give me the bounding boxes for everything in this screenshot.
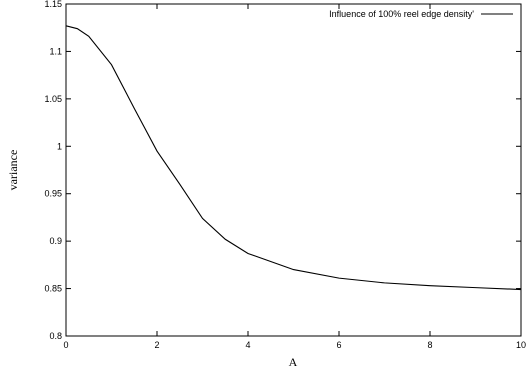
series-line <box>65 25 522 291</box>
x-tick-label: 8 <box>427 340 432 350</box>
y-tick-label: 1.05 <box>44 94 62 104</box>
y-tick-label: 1.1 <box>49 46 62 56</box>
y-tick-label: 0.8 <box>49 331 62 341</box>
y-axis-ticks: 0.8 0.85 0.9 0.95 1 1.05 1.1 1.15 <box>44 0 521 341</box>
plot-frame <box>65 3 522 337</box>
y-tick-label: 1.15 <box>44 0 62 9</box>
legend-entry-label: Influence of 100% reel edge density' <box>329 9 474 19</box>
y-tick-label: 0.9 <box>49 236 62 246</box>
y-tick-label: 0.95 <box>44 189 62 199</box>
x-tick-label: 6 <box>336 340 341 350</box>
y-axis-label: variance <box>6 150 20 191</box>
x-tick-label: 4 <box>245 340 250 350</box>
x-axis-ticks: 0 2 4 6 8 10 <box>63 4 526 350</box>
x-tick-label: 2 <box>154 340 159 350</box>
y-tick-label: 0.85 <box>44 284 62 294</box>
x-tick-label: 10 <box>516 340 526 350</box>
x-tick-label: 0 <box>63 340 68 350</box>
x-axis-label: A <box>289 355 298 369</box>
y-tick-label: 1 <box>57 141 62 151</box>
legend: Influence of 100% reel edge density' <box>329 9 513 19</box>
